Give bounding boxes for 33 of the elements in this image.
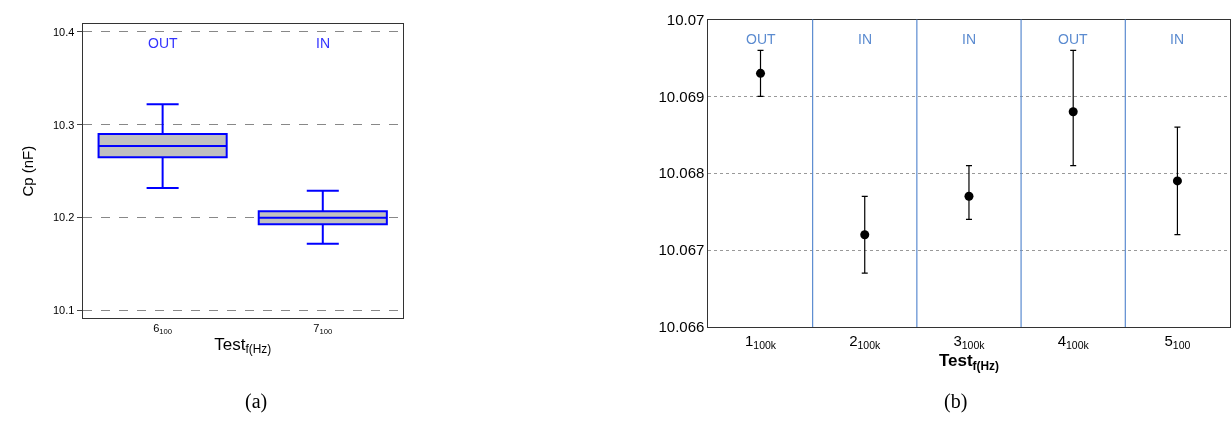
text: (b) (944, 390, 968, 413)
x-tick-label: 1$_{100k}$ (744, 331, 777, 352)
annotation: OUT (1058, 31, 1088, 47)
y-tick-label: 10.067 (658, 241, 705, 259)
y-tick-label: 10.07 (666, 10, 705, 28)
y-tick-label: 10.2 (52, 211, 75, 224)
x-tick-label: 7$_{100}$ (313, 322, 333, 337)
point (1172, 176, 1182, 186)
point (1068, 107, 1078, 117)
x-tick-label: 3$_{100k}$ (953, 331, 986, 352)
annotation: OUT (746, 31, 776, 47)
x-tick-label: 4$_{100k}$ (1057, 331, 1090, 352)
y-tick-label: 10.068 (658, 164, 705, 182)
x-tick-label: 2$_{100k}$ (849, 331, 882, 352)
x-axis-title: Test$_{f(Hz)}$ (938, 351, 1000, 373)
x-axis-title: Test$_{f(Hz)}$ (214, 334, 272, 357)
x-tick-label: 5$_{100}$ (1164, 331, 1191, 352)
annotation: IN (1170, 31, 1184, 47)
x-tick-label: 6$_{100}$ (153, 322, 173, 337)
y-tick-label: 10.069 (658, 87, 705, 105)
annotation: IN (858, 31, 872, 47)
annotation: OUT (148, 35, 178, 51)
y-tick-label: 10.3 (52, 118, 75, 131)
point (756, 68, 766, 78)
y-tick-label: 10.1 (52, 304, 75, 317)
point (860, 230, 870, 240)
annotation: IN (962, 31, 976, 47)
y-tick-label: 10.4 (52, 25, 75, 38)
annotation: IN (316, 35, 330, 51)
y-tick-label: 10.066 (658, 318, 705, 336)
y-axis-title: Cp (nF) (19, 145, 37, 197)
point (964, 191, 974, 201)
text: (a) (245, 390, 268, 413)
